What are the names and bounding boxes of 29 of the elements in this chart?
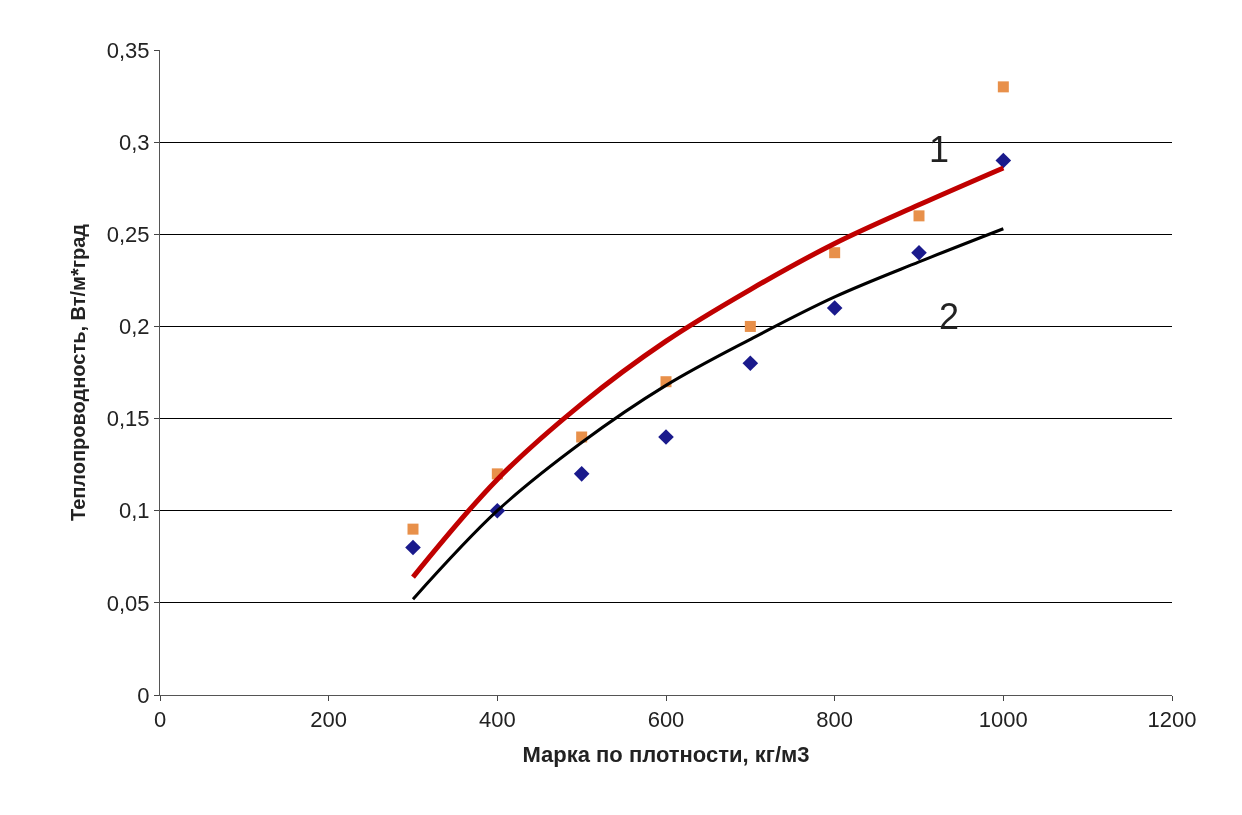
point xyxy=(995,152,1012,169)
point xyxy=(573,466,590,482)
point xyxy=(742,355,759,372)
point xyxy=(826,300,843,316)
point xyxy=(407,523,419,535)
x-tick-label: 800 xyxy=(816,707,854,733)
y-tick-label: 0,15 xyxy=(106,406,150,432)
x-tick-label: 200 xyxy=(310,707,348,733)
y-tick-label: 0,2 xyxy=(119,314,150,340)
x-tick-label: 1200 xyxy=(1147,707,1197,733)
y-tick-label: 0,35 xyxy=(106,37,150,63)
point xyxy=(829,247,841,259)
point xyxy=(911,244,927,261)
x-tick-label: 400 xyxy=(478,707,516,733)
y-tick-label: 0,25 xyxy=(106,221,150,247)
y-axis-title: Теплопроводность, Вт/м*град xyxy=(67,223,90,522)
point xyxy=(913,210,925,222)
point xyxy=(744,320,756,332)
x-tick-label: 600 xyxy=(647,707,685,733)
x-tick-label: 1000 xyxy=(978,707,1028,733)
x-axis-title: Марка по плотности, кг/м3 xyxy=(522,742,810,768)
point xyxy=(658,429,674,445)
y-tick-label: 0 xyxy=(137,682,150,708)
y-tick-label: 0,3 xyxy=(119,129,150,155)
x-tick-label: 0 xyxy=(153,707,167,733)
y-tick-label: 0,1 xyxy=(119,498,150,524)
point xyxy=(405,539,421,556)
point xyxy=(997,81,1009,93)
y-tick-label: 0,05 xyxy=(106,590,150,616)
